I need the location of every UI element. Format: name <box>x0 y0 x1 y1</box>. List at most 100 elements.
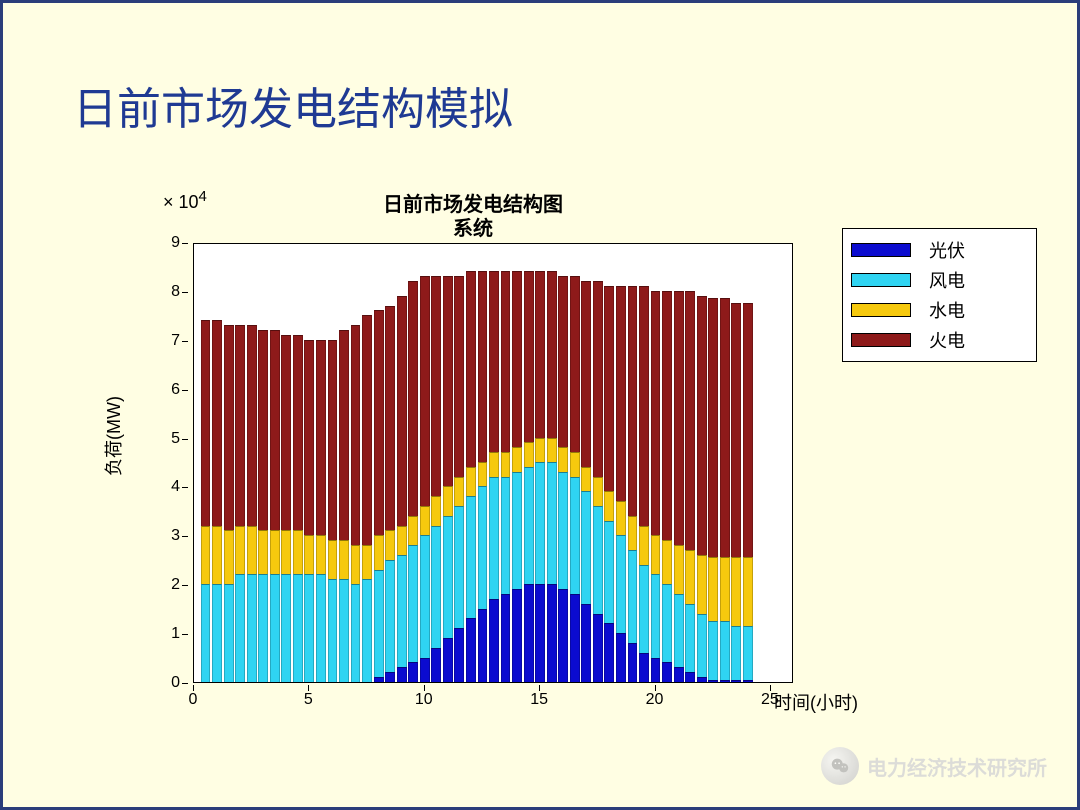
bar-segment-thermal <box>535 271 545 437</box>
bar-segment-wind <box>662 584 672 662</box>
bar-column <box>293 335 303 682</box>
bar-segment-thermal <box>685 291 695 550</box>
y-axis: 0123456789 <box>123 243 188 683</box>
bar-segment-wind <box>720 621 730 680</box>
bar-column <box>362 315 372 682</box>
bar-segment-wind <box>604 521 614 624</box>
bar-segment-thermal <box>662 291 672 540</box>
bar-segment-hydro <box>489 452 499 476</box>
bar-segment-hydro <box>212 526 222 585</box>
bar-segment-thermal <box>489 271 499 452</box>
bar-segment-wind <box>385 560 395 672</box>
bar-segment-hydro <box>512 447 522 471</box>
bar-segment-hydro <box>374 535 384 569</box>
bar-column <box>281 335 291 682</box>
bar-column <box>604 286 614 682</box>
bar-segment-solar <box>731 680 741 682</box>
bar-segment-wind <box>443 516 453 638</box>
bar-column <box>662 291 672 682</box>
bar-segment-solar <box>478 609 488 682</box>
bar-segment-wind <box>616 535 626 633</box>
legend-label: 光伏 <box>929 237 965 263</box>
bar-segment-solar <box>512 589 522 682</box>
bar-column <box>408 281 418 682</box>
bar-segment-wind <box>708 621 718 680</box>
bar-segment-hydro <box>397 526 407 555</box>
bar-segment-solar <box>570 594 580 682</box>
bar-segment-thermal <box>270 330 280 530</box>
bar-column <box>489 271 499 682</box>
plot-area <box>193 243 793 683</box>
bar-segment-hydro <box>478 462 488 486</box>
y-tick-label: 4 <box>171 478 180 496</box>
bar-segment-thermal <box>201 320 211 525</box>
bar-segment-wind <box>454 506 464 628</box>
bar-segment-thermal <box>604 286 614 491</box>
bar-segment-thermal <box>501 271 511 452</box>
legend-item-solar: 光伏 <box>851 235 1028 265</box>
bar-segment-hydro <box>201 526 211 585</box>
bar-segment-wind <box>328 579 338 682</box>
bar-column <box>385 306 395 682</box>
bar-column <box>270 330 280 682</box>
bar-column <box>708 298 718 682</box>
bar-segment-hydro <box>535 438 545 462</box>
page-title: 日前市场发电结构模拟 <box>73 73 513 137</box>
bar-segment-thermal <box>431 276 441 496</box>
bar-segment-thermal <box>628 286 638 516</box>
bar-segment-thermal <box>731 303 741 557</box>
bar-segment-solar <box>397 667 407 682</box>
bar-segment-solar <box>466 618 476 682</box>
bar-segment-solar <box>501 594 511 682</box>
bar-column <box>639 286 649 682</box>
bar-segment-thermal <box>558 276 568 447</box>
x-axis: 0510152025 <box>193 685 793 725</box>
bar-column <box>431 276 441 682</box>
bar-segment-solar <box>628 643 638 682</box>
bar-column <box>478 271 488 682</box>
bar-column <box>674 291 684 682</box>
bar-segment-wind <box>547 462 557 584</box>
bar-segment-hydro <box>593 477 603 506</box>
legend-swatch <box>851 333 911 347</box>
bar-column <box>201 320 211 682</box>
bar-segment-hydro <box>662 540 672 584</box>
bar-column <box>397 296 407 682</box>
bar-column <box>374 310 384 682</box>
bar-segment-thermal <box>512 271 522 447</box>
bar-segment-hydro <box>362 545 372 579</box>
bar-segment-thermal <box>235 325 245 525</box>
bar-segment-wind <box>304 574 314 682</box>
bar-segment-solar <box>547 584 557 682</box>
bar-segment-wind <box>535 462 545 584</box>
bar-segment-thermal <box>339 330 349 540</box>
bar-segment-hydro <box>293 530 303 574</box>
legend-label: 风电 <box>929 267 965 293</box>
bar-segment-wind <box>639 565 649 653</box>
bar-column <box>685 291 695 682</box>
bar-segment-solar <box>558 589 568 682</box>
bar-segment-thermal <box>454 276 464 476</box>
bar-segment-thermal <box>616 286 626 501</box>
bar-segment-hydro <box>339 540 349 579</box>
bar-segment-hydro <box>743 557 753 625</box>
bar-segment-solar <box>489 599 499 682</box>
bar-column <box>581 281 591 682</box>
bar-column <box>212 320 222 682</box>
legend: 光伏风电水电火电 <box>842 228 1037 362</box>
watermark: 电力经济技术研究所 <box>821 747 1047 785</box>
bar-segment-hydro <box>558 447 568 471</box>
bar-segment-thermal <box>408 281 418 516</box>
bar-segment-wind <box>397 555 407 667</box>
bar-segment-wind <box>593 506 603 614</box>
legend-swatch <box>851 273 911 287</box>
legend-item-hydro: 水电 <box>851 295 1028 325</box>
legend-swatch <box>851 243 911 257</box>
bar-segment-thermal <box>708 298 718 557</box>
y-tick-label: 7 <box>171 332 180 350</box>
bar-segment-wind <box>270 574 280 682</box>
bar-segment-thermal <box>374 310 384 535</box>
bar-segment-wind <box>201 584 211 682</box>
bar-segment-solar <box>454 628 464 682</box>
bar-column <box>351 325 361 682</box>
